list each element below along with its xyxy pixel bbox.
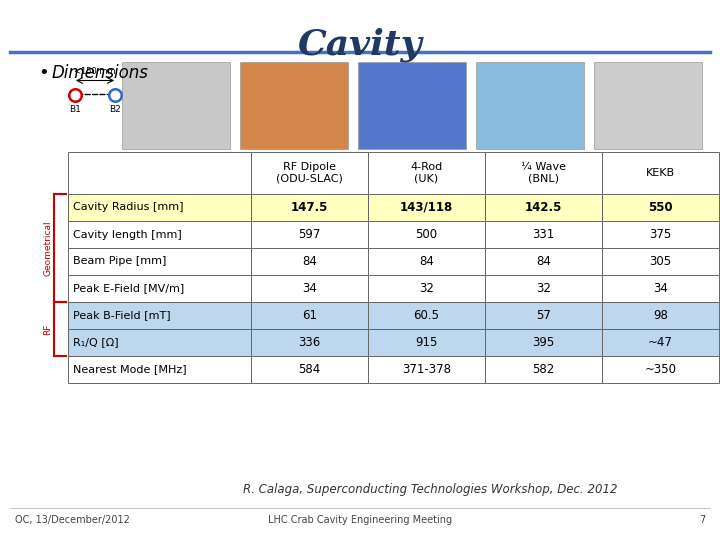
Text: Cavity: Cavity	[297, 28, 423, 63]
Bar	[251, 302, 368, 329]
Text: 34: 34	[653, 282, 668, 295]
Text: Beam Pipe [mm]: Beam Pipe [mm]	[73, 256, 166, 267]
Bar	[602, 356, 719, 383]
Bar	[68, 275, 251, 302]
Text: 7: 7	[698, 515, 705, 525]
Text: 143/118: 143/118	[400, 201, 453, 214]
Bar	[485, 194, 602, 221]
Text: 371-378: 371-378	[402, 363, 451, 376]
Text: ¼ Wave
(BNL): ¼ Wave (BNL)	[521, 162, 566, 184]
Text: Dimensions: Dimensions	[52, 64, 149, 82]
Text: 60.5: 60.5	[413, 309, 439, 322]
Bar	[240, 62, 348, 149]
Text: 582: 582	[532, 363, 554, 376]
Text: 34: 34	[302, 282, 317, 295]
Text: 915: 915	[415, 336, 438, 349]
Text: Cavity length [mm]: Cavity length [mm]	[73, 230, 181, 240]
Bar	[251, 329, 368, 356]
Text: Peak E-Field [MV/m]: Peak E-Field [MV/m]	[73, 284, 184, 294]
Text: Nearest Mode [MHz]: Nearest Mode [MHz]	[73, 364, 186, 375]
Bar	[602, 248, 719, 275]
Text: 61: 61	[302, 309, 317, 322]
Text: Geometrical: Geometrical	[43, 220, 53, 276]
Bar	[368, 329, 485, 356]
Bar	[485, 302, 602, 329]
Bar	[602, 329, 719, 356]
Bar	[251, 221, 368, 248]
Text: 375: 375	[649, 228, 672, 241]
Bar	[68, 302, 251, 329]
Text: RF: RF	[43, 323, 53, 335]
Bar	[368, 194, 485, 221]
Text: 336: 336	[298, 336, 320, 349]
Text: 57: 57	[536, 309, 551, 322]
Text: 84: 84	[536, 255, 551, 268]
Text: 98: 98	[653, 309, 668, 322]
Bar	[68, 221, 251, 248]
Bar	[68, 194, 251, 221]
Bar	[368, 248, 485, 275]
Text: R₁/Q [Ω]: R₁/Q [Ω]	[73, 338, 119, 348]
Text: ~350: ~350	[644, 363, 677, 376]
Text: 305: 305	[649, 255, 672, 268]
Bar	[485, 152, 602, 194]
Bar	[602, 275, 719, 302]
Text: Peak B-Field [mT]: Peak B-Field [mT]	[73, 310, 171, 321]
Bar	[485, 356, 602, 383]
Bar	[485, 221, 602, 248]
Bar	[122, 62, 230, 149]
Bar	[485, 329, 602, 356]
Text: 142.5: 142.5	[525, 201, 562, 214]
Bar	[68, 356, 251, 383]
Text: 597: 597	[298, 228, 320, 241]
Bar	[594, 62, 702, 149]
Text: 331: 331	[532, 228, 554, 241]
Text: 395: 395	[532, 336, 554, 349]
Bar	[251, 275, 368, 302]
Text: <150 mm: <150 mm	[74, 68, 116, 77]
Text: OC, 13/December/2012: OC, 13/December/2012	[15, 515, 130, 525]
Text: 550: 550	[648, 201, 672, 214]
Bar	[251, 194, 368, 221]
Text: 84: 84	[419, 255, 434, 268]
Bar	[602, 302, 719, 329]
Bar	[68, 329, 251, 356]
Text: LHC Crab Cavity Engineering Meeting: LHC Crab Cavity Engineering Meeting	[268, 515, 452, 525]
Bar	[251, 152, 368, 194]
Text: 84: 84	[302, 255, 317, 268]
Bar	[485, 248, 602, 275]
Bar	[251, 356, 368, 383]
Text: 500: 500	[415, 228, 438, 241]
Bar	[68, 248, 251, 275]
Bar	[485, 275, 602, 302]
Text: RF Dipole
(ODU-SLAC): RF Dipole (ODU-SLAC)	[276, 162, 343, 184]
Bar	[68, 152, 251, 194]
Bar	[602, 194, 719, 221]
Text: 4-Rod
(UK): 4-Rod (UK)	[410, 162, 443, 184]
Bar	[251, 248, 368, 275]
Bar	[368, 356, 485, 383]
Bar	[476, 62, 584, 149]
Text: 584: 584	[298, 363, 320, 376]
Text: 147.5: 147.5	[291, 201, 328, 214]
Bar	[602, 152, 719, 194]
Text: B2: B2	[109, 105, 121, 113]
Bar	[368, 152, 485, 194]
Text: B1: B1	[69, 105, 81, 113]
Bar	[368, 275, 485, 302]
Text: R. Calaga, Superconducting Technologies Workshop, Dec. 2012: R. Calaga, Superconducting Technologies …	[243, 483, 617, 496]
Text: KEKB: KEKB	[646, 168, 675, 178]
Bar	[358, 62, 466, 149]
Text: Cavity Radius [mm]: Cavity Radius [mm]	[73, 202, 184, 213]
Text: ~47: ~47	[648, 336, 673, 349]
Text: 32: 32	[536, 282, 551, 295]
Bar	[368, 221, 485, 248]
Bar	[368, 302, 485, 329]
Text: •: •	[38, 64, 49, 82]
Text: 32: 32	[419, 282, 434, 295]
Bar	[602, 221, 719, 248]
